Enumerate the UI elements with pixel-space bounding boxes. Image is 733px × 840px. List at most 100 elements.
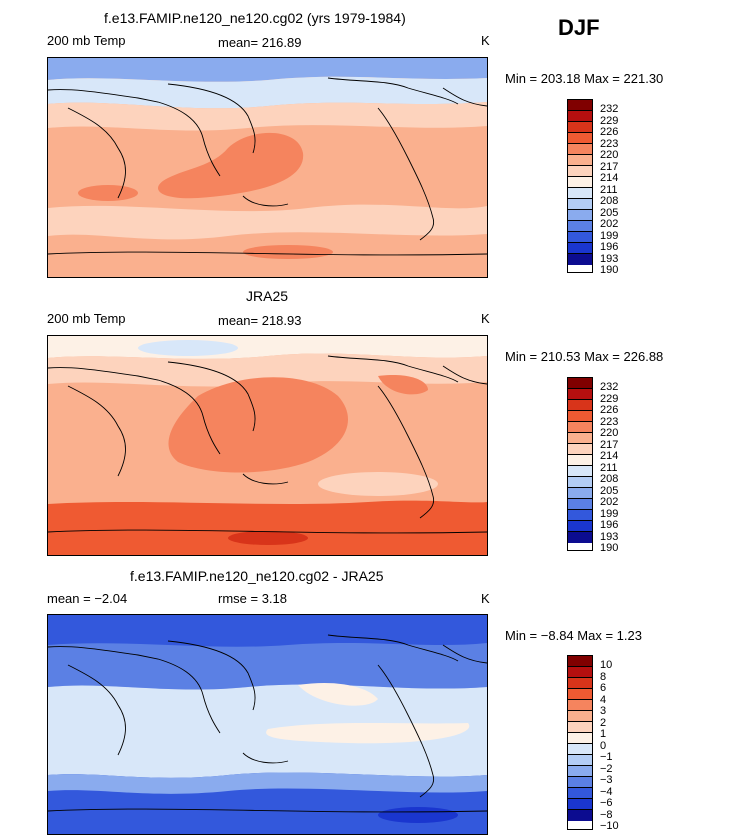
panel-3-colorbar [567,655,593,830]
panel-2-cbar-tick: 196 [600,519,619,531]
panel-2-coastlines [48,355,487,534]
panel-2-cbar-tick: 232 [600,381,619,393]
panel-1-cbar-cell [568,254,592,265]
panel-1-cbar-cell [568,100,592,111]
panel-1-cbar-tick: 208 [600,195,619,207]
panel-3-cbar-cell [568,755,592,766]
panel-2-cbar-tick: 226 [600,404,619,416]
panel-3-cbar-tick: 10 [600,659,613,671]
panel-1-cbar-cell [568,166,592,177]
panel-1-cbar-cell [568,177,592,188]
panel-2-variable-label: 200 mb Temp [47,311,126,326]
panel-3-coastlines [48,634,487,813]
panel-3-cbar-tick: 2 [600,716,607,729]
panel-2-cbar-cell [568,510,592,521]
panel-2-cbar-cell [568,411,592,422]
panel-3-cbar-cell [568,788,592,799]
panel-2-cbar-cell [568,532,592,543]
panel-3-cbar-cell [568,667,592,678]
panel-3-mean-label: mean = −2.04 [47,591,128,606]
panel-3-rmse-label: rmse = 3.18 [218,591,288,606]
panel-2-cbar-tick: 220 [600,427,619,439]
panel-2-cbar-cell [568,444,592,455]
panel-1-cbar-cell [568,199,592,210]
panel-2-southern-band [48,500,487,555]
panel-1-midlat-band [48,102,487,131]
panel-3-cbar-cell [568,744,592,755]
panel-1-cbar-tick: 217 [600,160,619,173]
panel-1-cbar-cell [568,111,592,122]
panel-2-cbar-tick: 199 [600,507,619,520]
panel-1-cbar-tick: 214 [600,172,619,184]
panel-2-cool-patch [138,340,238,356]
panel-2-contour-plot [48,336,487,555]
panel-3-cbar-tick: 1 [600,728,607,740]
panel-2-cbar-cell [568,477,592,488]
panel-2-cbar-tick: 208 [600,473,619,485]
panel-3-cbar-tick: −4 [600,785,613,798]
panel-3-cbar-cell [568,678,592,689]
panel-1-cbar-cell [568,210,592,221]
panel-1-antarctic-patch [243,245,333,259]
panel-1-cbar-cell [568,144,592,155]
panel-2-cbar-tick: 205 [600,484,619,497]
panel-1-mean-label: mean= 216.89 [218,35,302,50]
panel-3-cbar-cell [568,766,592,777]
panel-3-minmax-label: Min = −8.84 Max = 1.23 [505,628,642,643]
panel-1-cbar-tick: 193 [600,252,619,265]
panel-1-cbar-cell [568,232,592,243]
panel-2-mean-label: mean= 218.93 [218,313,302,328]
panel-1-southern-band [48,204,487,240]
panel-3-cbar-cell [568,799,592,810]
panel-3-cbar-cell [568,656,592,667]
panel-2-cbar-cell [568,466,592,477]
panel-2-cbar-tick: 211 [600,461,618,474]
panel-1-cbar-cell [568,133,592,144]
panel-1-cbar-tick: 190 [600,264,619,276]
panel-3-cbar-tick: −6 [600,797,613,809]
panel-2-cbar-tick: 193 [600,530,619,543]
panel-2-cbar-cell [568,389,592,400]
panel-3-north-band [48,643,487,690]
panel-3-map [47,614,488,835]
panel-2-cbar-cell [568,455,592,466]
panel-1-contour-plot [48,58,487,277]
panel-3-cbar-tick: 6 [600,682,607,694]
panel-2-minmax-label: Min = 210.53 Max = 226.88 [505,349,664,364]
panel-2-polar-band [48,336,487,359]
panel-2-subpolar-band [48,353,487,387]
panel-1-cbar-tick: 220 [600,149,619,161]
panel-1-cbar-tick: 232 [600,103,619,115]
panel-2-warm-patch [378,374,428,395]
panel-1-title: f.e13.FAMIP.ne120_ne120.cg02 (yrs 1979-1… [104,10,406,26]
panel-2-cbar-cell [568,499,592,510]
panel-1-warm-pool [158,132,304,199]
panel-3-pale-patch-b [266,723,470,744]
panel-2-cbar-cell [568,521,592,532]
panel-3-southern-band [48,772,487,794]
panel-2-cbar-cell [568,488,592,499]
panel-3-cbar-tick: 0 [600,739,607,752]
panel-1-colorbar [567,99,593,273]
panel-1-map [47,57,488,278]
panel-2-cbar-tick: 217 [600,438,619,451]
panel-3-cbar-cell [568,733,592,744]
panel-3-contour-plot [48,615,487,834]
panel-1-cbar-tick: 205 [600,206,619,219]
season-label: DJF [558,15,600,40]
panel-3-title: f.e13.FAMIP.ne120_ne120.cg02 - JRA25 [130,568,384,584]
panel-1-cbar-tick: 202 [600,218,619,230]
panel-1-cbar-tick: 196 [600,241,619,253]
panel-1-cbar-cell [568,155,592,166]
panel-1-variable-label: 200 mb Temp [47,33,126,48]
panel-3-pale-patch-a [298,682,378,706]
panel-3-cbar-cell [568,777,592,788]
panel-1-minmax-label: Min = 203.18 Max = 221.30 [505,71,664,86]
panel-2-cbar-tick: 190 [600,542,619,554]
panel-3-cbar-tick: 3 [600,705,607,717]
panel-3-cbar-cell [568,722,592,733]
panel-3-cbar-tick: −10 [600,820,619,832]
panel-1-coastlines [48,77,487,256]
panel-1-cbar-cell [568,188,592,199]
panel-2-cbar-tick: 214 [600,450,619,462]
